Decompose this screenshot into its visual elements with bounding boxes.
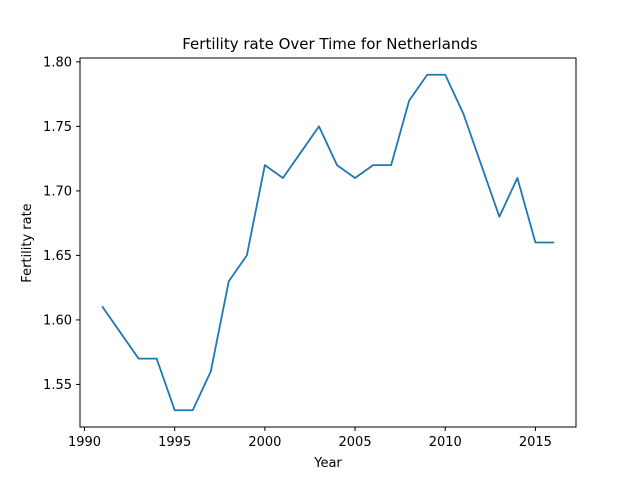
x-tick-label: 2015 <box>519 435 552 450</box>
series-line <box>101 73 555 412</box>
y-tick-label: 1.75 <box>43 120 72 135</box>
y-axis: 1.55 1.60 1.65 1.70 1.75 1.80 <box>43 55 80 393</box>
x-tick-label: 2005 <box>339 435 372 450</box>
plot-frame <box>79 57 577 428</box>
y-tick-label: 1.65 <box>43 249 72 264</box>
x-tick-label: 1995 <box>158 435 191 450</box>
x-axis: 1990 1995 2000 2005 2010 2015 <box>68 427 552 450</box>
x-axis-title: Year <box>313 456 342 471</box>
x-tick-label: 2010 <box>429 435 462 450</box>
y-tick-label: 1.70 <box>43 184 72 199</box>
plot-layer <box>101 73 555 412</box>
y-tick-label: 1.60 <box>43 313 72 328</box>
x-tick-label: 2000 <box>248 435 281 450</box>
y-tick-label: 1.80 <box>43 55 72 70</box>
y-tick-label: 1.55 <box>43 378 72 393</box>
x-tick-label: 1990 <box>68 435 101 450</box>
y-axis-title: Fertility rate <box>20 203 35 282</box>
chart-title: Fertility rate Over Time for Netherlands <box>182 35 478 53</box>
